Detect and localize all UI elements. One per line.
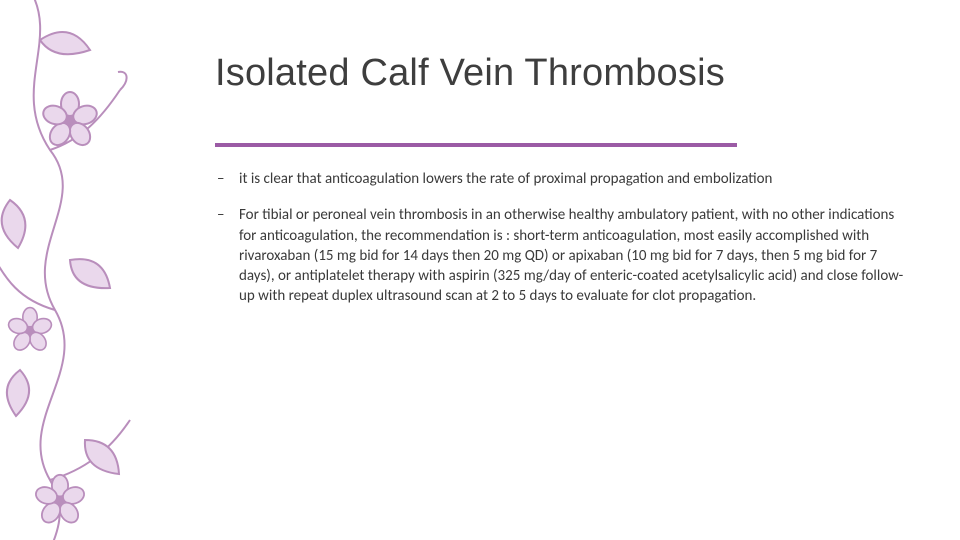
title-divider (215, 143, 737, 147)
bullet-dash: – (215, 169, 239, 189)
slide-title: Isolated Calf Vein Thrombosis (215, 52, 905, 95)
bullet-text: it is clear that anticoagulation lowers … (239, 169, 905, 189)
slide-content: Isolated Calf Vein Thrombosis – it is cl… (215, 52, 905, 323)
bullet-dash: – (215, 205, 239, 306)
list-item: – it is clear that anticoagulation lower… (215, 169, 905, 189)
list-item: – For tibial or peroneal vein thrombosis… (215, 205, 905, 306)
bullet-list: – it is clear that anticoagulation lower… (215, 169, 905, 307)
bullet-text: For tibial or peroneal vein thrombosis i… (239, 205, 905, 306)
floral-border (0, 0, 140, 540)
